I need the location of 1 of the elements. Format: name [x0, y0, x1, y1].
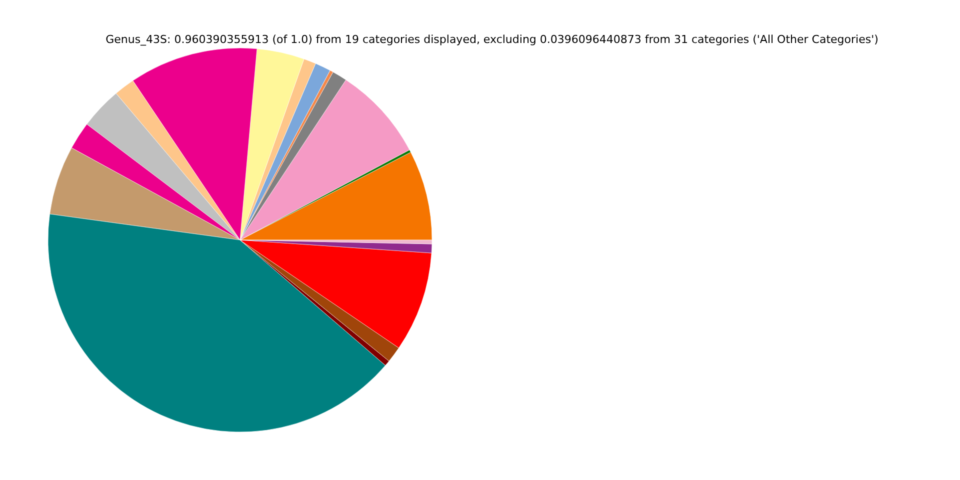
text: Genus_43S: 0.960390355913 (of 1.0) from 19 categories displayed, excluding 0.0396096440873 from 31 categories ('All Other Categories')	[106, 33, 878, 46]
